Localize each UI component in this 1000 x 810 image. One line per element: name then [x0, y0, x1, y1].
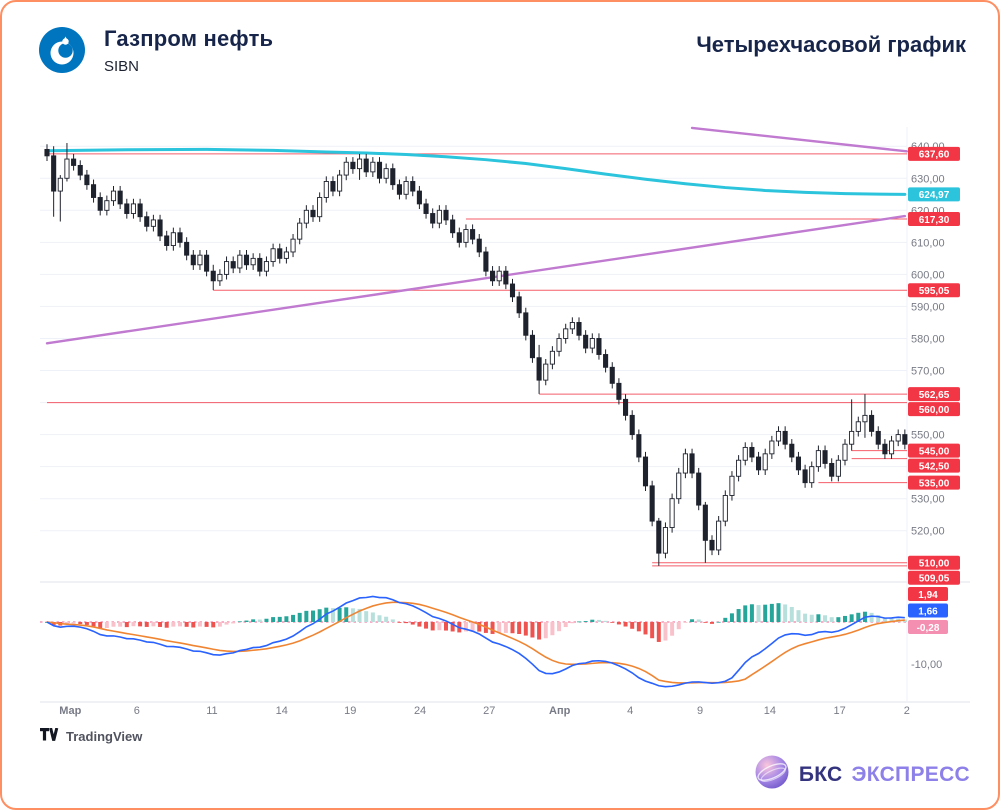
- price-label-pill: -0,28: [908, 620, 948, 634]
- y-axis-label: 600,00: [911, 269, 945, 281]
- x-axis-label: 24: [414, 705, 426, 717]
- svg-text:624,97: 624,97: [919, 190, 950, 201]
- instrument-header: Газпром нефть SIBN: [38, 26, 273, 79]
- price-label-pill: 595,05: [908, 283, 960, 298]
- tradingview-logo-icon: [40, 727, 59, 745]
- price-label-pill: 624,97: [908, 187, 960, 202]
- y-axis-label: 530,00: [911, 494, 945, 506]
- price-levels-layer: [47, 153, 907, 567]
- x-axis-label: 19: [344, 705, 356, 717]
- svg-text:637,60: 637,60: [919, 150, 950, 161]
- x-axis-label: 11: [206, 705, 217, 717]
- macd-line: [46, 595, 905, 688]
- trendline: [690, 126, 909, 153]
- bcs-express-logo: БКС ЭКСПРЕСС: [754, 754, 970, 795]
- instrument-ticker: SIBN: [104, 58, 140, 75]
- y-axis-label: 570,00: [911, 366, 945, 378]
- price-label-pill: 562,65: [908, 387, 960, 402]
- price-label-pill: 542,50: [908, 458, 960, 473]
- x-axis-label: 17: [834, 705, 846, 717]
- svg-text:1,66: 1,66: [918, 606, 938, 617]
- x-axis-label: 14: [276, 705, 288, 717]
- y-axis-label: 610,00: [911, 237, 945, 249]
- instrument-title: Газпром нефть: [104, 26, 274, 51]
- price-label-pill: 545,00: [908, 443, 960, 458]
- tradingview-label: TradingView: [66, 729, 143, 744]
- svg-text:560,00: 560,00: [919, 405, 950, 416]
- price-label-pill: 1,66: [908, 603, 948, 618]
- bcs-brand-bold: БКС: [798, 762, 843, 786]
- x-axis-label: Мар: [59, 705, 81, 717]
- price-label-pill: 509,05: [908, 570, 960, 585]
- y-axis-label: 630,00: [911, 173, 945, 185]
- svg-text:535,00: 535,00: [919, 478, 950, 489]
- macd-signal-line: [46, 601, 905, 684]
- svg-text:545,00: 545,00: [919, 446, 950, 457]
- chart-area[interactable]: 640,00630,00620,00610,00600,00590,00580,…: [2, 120, 998, 720]
- y-axis-label: 580,00: [911, 333, 945, 345]
- svg-text:542,50: 542,50: [919, 461, 950, 472]
- svg-text:1,94: 1,94: [918, 590, 938, 601]
- y-axis-label: 550,00: [911, 430, 945, 442]
- bcs-sphere-icon: [754, 754, 790, 795]
- x-axis-label: 6: [134, 705, 140, 717]
- price-label-pill: 617,30: [908, 211, 960, 226]
- x-axis-label: Апр: [549, 705, 571, 717]
- chart-svg: 640,00630,00620,00610,00600,00590,00580,…: [40, 126, 970, 717]
- x-axis: Мар 6 11 14 19 24 27 Апр 4 9 14 17 2: [59, 705, 910, 717]
- y-axis-label: 590,00: [911, 301, 945, 313]
- x-axis-label: 9: [697, 705, 703, 717]
- price-label-pill: 1,94: [908, 587, 948, 601]
- x-axis-label: 14: [764, 705, 776, 717]
- x-axis-label: 2: [904, 705, 910, 717]
- trendlines-layer: [45, 126, 909, 345]
- svg-text:595,05: 595,05: [919, 286, 950, 297]
- y-axis-label: 520,00: [911, 526, 945, 538]
- svg-text:510,00: 510,00: [919, 559, 950, 570]
- tradingview-attribution[interactable]: TradingView: [40, 727, 143, 745]
- candles-layer: [44, 143, 908, 566]
- gazprom-logo: [38, 26, 86, 79]
- price-label-pill: 560,00: [908, 402, 960, 417]
- moving-average-line: [45, 147, 907, 196]
- bcs-brand-light: ЭКСПРЕСС: [851, 762, 970, 786]
- gridlines: [40, 127, 970, 703]
- price-label-pill: 535,00: [908, 475, 960, 490]
- x-axis-label: 4: [627, 705, 633, 717]
- price-label-pill: 637,60: [908, 146, 960, 161]
- svg-text:562,65: 562,65: [919, 390, 950, 401]
- timeframe-title: Четырехчасовой график: [696, 32, 966, 57]
- price-label-pill: 510,00: [908, 555, 960, 570]
- indicator-axis-label: -10,00: [911, 659, 942, 671]
- svg-text:509,05: 509,05: [919, 574, 950, 585]
- svg-text:-0,28: -0,28: [917, 623, 940, 634]
- x-axis-label: 27: [483, 705, 495, 717]
- trendline: [45, 214, 907, 345]
- svg-text:617,30: 617,30: [919, 215, 950, 226]
